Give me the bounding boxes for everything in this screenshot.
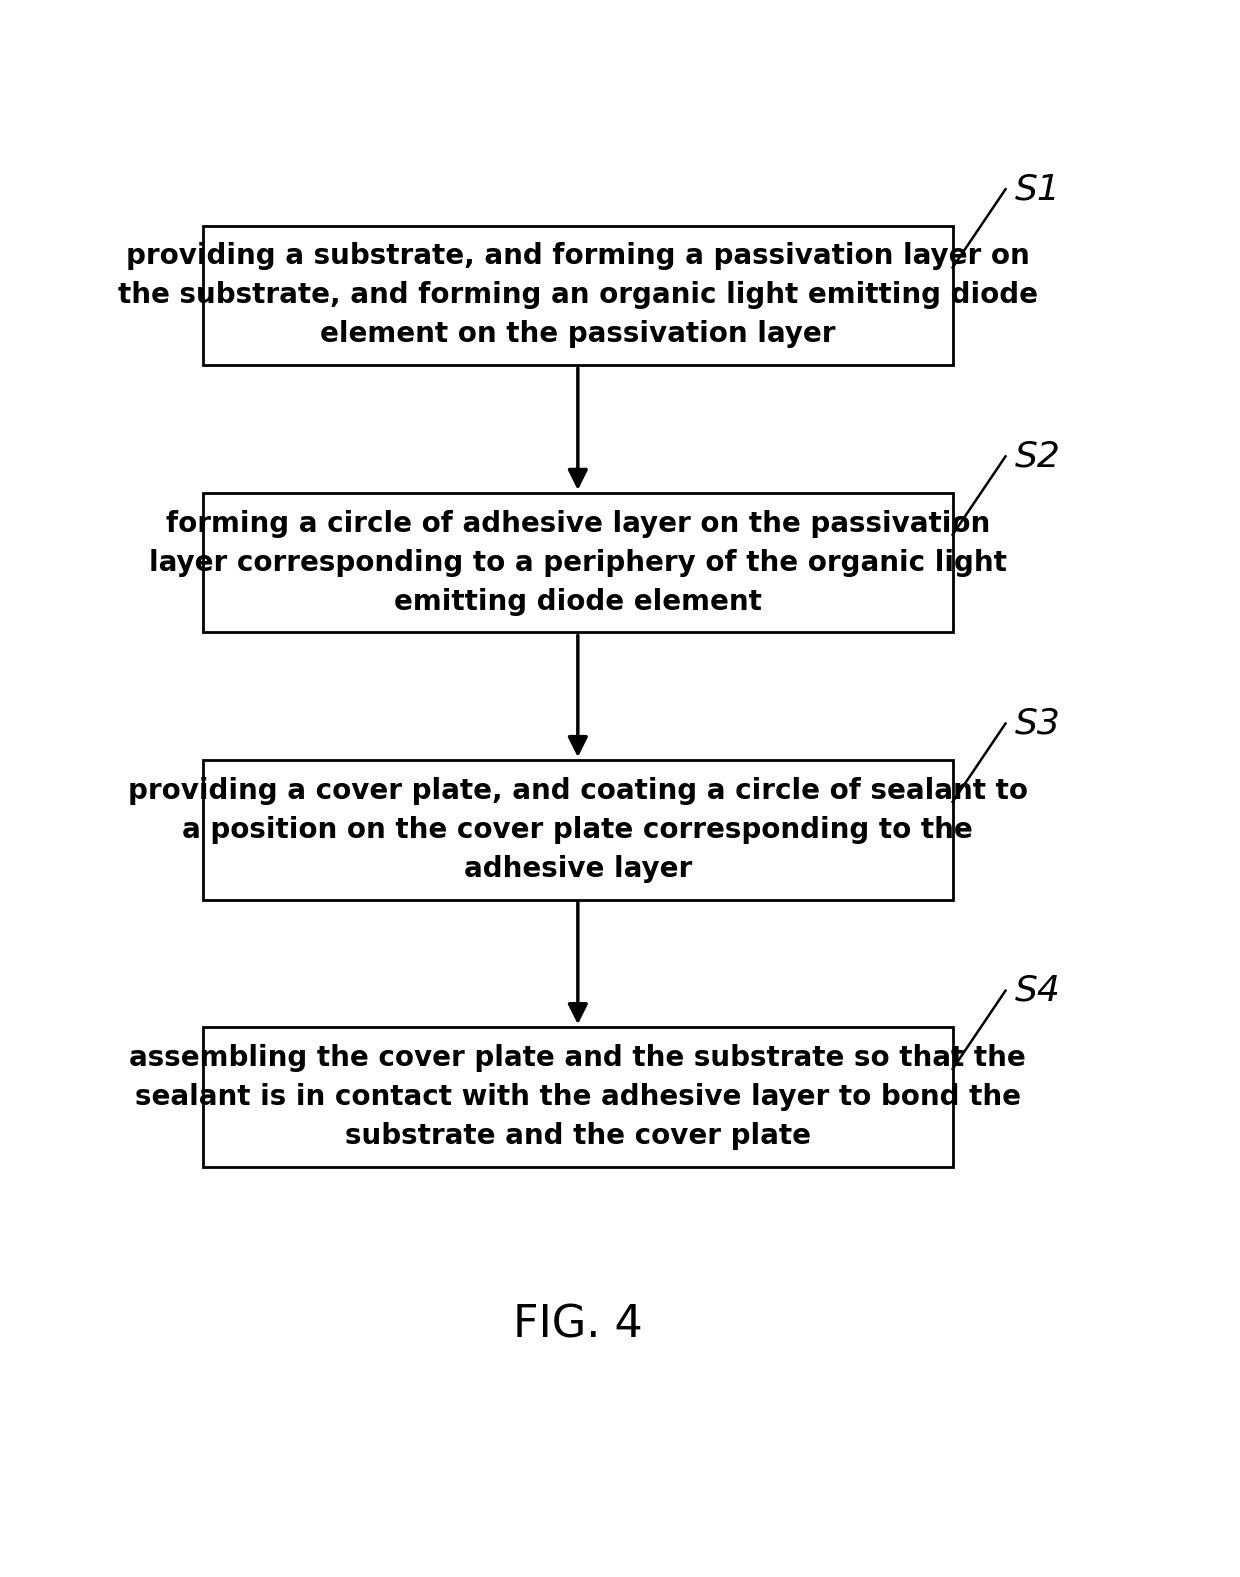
Text: forming a circle of adhesive layer on the passivation
layer corresponding to a p: forming a circle of adhesive layer on th… <box>149 509 1007 615</box>
FancyBboxPatch shape <box>203 1027 952 1167</box>
FancyBboxPatch shape <box>203 760 952 899</box>
Text: S4: S4 <box>1016 973 1061 1008</box>
Text: providing a substrate, and forming a passivation layer on
the substrate, and for: providing a substrate, and forming a pas… <box>118 243 1038 349</box>
Text: providing a cover plate, and coating a circle of sealant to
a position on the co: providing a cover plate, and coating a c… <box>128 777 1028 883</box>
Text: assembling the cover plate and the substrate so that the
sealant is in contact w: assembling the cover plate and the subst… <box>129 1044 1027 1150</box>
FancyBboxPatch shape <box>203 226 952 366</box>
Text: S2: S2 <box>1016 440 1061 473</box>
FancyBboxPatch shape <box>203 492 952 632</box>
Text: S3: S3 <box>1016 706 1061 741</box>
Text: S1: S1 <box>1016 172 1061 207</box>
Text: FIG. 4: FIG. 4 <box>513 1303 642 1347</box>
